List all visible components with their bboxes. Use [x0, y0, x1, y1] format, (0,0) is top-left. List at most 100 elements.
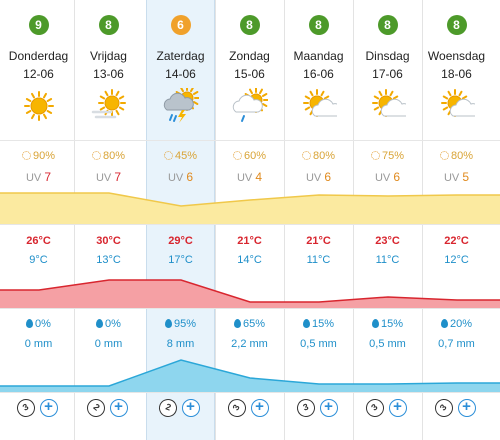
row-divider: [0, 140, 500, 141]
expand-details-button[interactable]: +: [39, 399, 58, 417]
day-date: 13-06: [93, 67, 124, 81]
sunshine-percentage: 80%: [74, 150, 143, 162]
raindrop-icon: [26, 319, 34, 328]
min-temperature: 9°C: [29, 254, 48, 266]
temperature-band-area: [0, 280, 500, 308]
weather-score-badge: 8: [377, 15, 398, 35]
rain-amount: 0,5 mm: [300, 338, 337, 350]
uv-index: UV 6: [374, 170, 401, 184]
max-temperature: 29°C: [168, 235, 193, 247]
rain-band-chart: [0, 359, 500, 392]
sun-cloud-icon: [370, 88, 411, 124]
uv-band-chart: [0, 192, 500, 224]
max-temperature: 30°C: [96, 235, 121, 247]
day-name: Zaterdag: [156, 49, 205, 63]
day-date: 18-06: [441, 67, 472, 81]
sun-cloud-icon: [301, 88, 342, 124]
wind-info: 3 +: [430, 395, 479, 421]
day-name: Zondag: [229, 49, 270, 63]
thunderstorm-icon: [163, 85, 200, 124]
day-date: 14-06: [165, 67, 196, 81]
temperature-band-line: [0, 279, 500, 303]
rain-amount: 2,2 mm: [231, 338, 268, 350]
max-temperature: 21°C: [237, 235, 262, 247]
temperature-band-chart: [0, 279, 500, 308]
day-date: 12-06: [23, 67, 54, 81]
min-temperature: 14°C: [237, 254, 262, 266]
rain-amount: 0 mm: [94, 338, 123, 350]
max-temperature: 26°C: [26, 235, 51, 247]
expand-details-button[interactable]: +: [388, 399, 407, 417]
wind-info: 3 +: [224, 395, 272, 421]
rain-band-area: [0, 360, 500, 392]
sun-small-icon: [21, 151, 31, 160]
rain-chance: 65%: [215, 318, 284, 330]
sun-small-icon: [232, 151, 242, 160]
day-column[interactable]: 8 Woensdag 18-06 80% UV 5 22°C 12°C 20% …: [422, 0, 491, 440]
day-column[interactable]: 9 Donderdag 12-06 90% UV 7 26°C 9°C 0% 0…: [4, 0, 73, 440]
raindrop-icon: [233, 319, 241, 328]
row-divider: [0, 308, 500, 309]
expand-details-button[interactable]: +: [109, 399, 128, 417]
wind-direction-icon: 2: [82, 395, 109, 421]
sunshine-percentage: 60%: [215, 150, 284, 162]
max-temperature: 21°C: [306, 235, 331, 247]
expand-details-button[interactable]: +: [181, 399, 200, 417]
sun-cloud-icon: [439, 88, 480, 124]
sun-small-icon: [163, 151, 173, 160]
rain-chance: 15%: [284, 318, 353, 330]
wind-direction-icon: 3: [224, 395, 249, 421]
min-temperature: 12°C: [444, 254, 469, 266]
weather-score-badge: 8: [308, 15, 329, 35]
raindrop-icon: [164, 319, 172, 328]
day-date: 15-06: [234, 67, 265, 81]
min-temperature: 11°C: [375, 254, 400, 266]
sun-haze-icon: [91, 88, 127, 124]
min-temperature: 17°C: [168, 254, 193, 266]
rain-chance: 0%: [74, 318, 143, 330]
raindrop-icon: [302, 319, 310, 328]
wind-info: 3 +: [13, 395, 61, 421]
wind-info: 3 +: [361, 395, 410, 421]
expand-details-button[interactable]: +: [319, 399, 338, 417]
weather-score-badge: 8: [239, 15, 260, 35]
rain-chance: 95%: [147, 318, 214, 330]
rain-amount: 0,5 mm: [369, 338, 406, 350]
sun-cloud-rain-icon: [232, 87, 269, 124]
day-date: 16-06: [303, 67, 334, 81]
uv-index: UV 6: [167, 170, 194, 184]
wind-info: 2 +: [82, 395, 131, 421]
rain-chance: 20%: [422, 318, 491, 330]
day-name: Vrijdag: [90, 49, 127, 63]
uv-index: UV 7: [95, 170, 122, 184]
rain-amount: 8 mm: [166, 338, 195, 350]
expand-details-button[interactable]: +: [250, 399, 269, 417]
day-column[interactable]: 8 Vrijdag 13-06 80% UV 7 30°C 13°C 0% 0 …: [74, 0, 143, 440]
sunshine-percentage: 90%: [4, 150, 73, 162]
wind-direction-icon: 3: [13, 395, 38, 421]
wind-direction-icon: 2: [155, 396, 180, 420]
sun-small-icon: [91, 151, 101, 160]
row-divider: [0, 224, 500, 225]
uv-index: UV 5: [443, 170, 470, 184]
max-temperature: 22°C: [444, 235, 469, 247]
day-column[interactable]: 8 Zondag 15-06 60% UV 4 21°C 14°C 65% 2,…: [215, 0, 284, 440]
day-date: 17-06: [372, 67, 403, 81]
weather-score-badge: 8: [446, 15, 467, 35]
min-temperature: 13°C: [96, 254, 121, 266]
wind-info: 2 +: [155, 396, 203, 420]
sunshine-percentage: 80%: [422, 150, 491, 162]
sunshine-percentage: 45%: [147, 150, 214, 162]
raindrop-icon: [96, 319, 104, 328]
sun-small-icon: [439, 151, 449, 160]
expand-details-button[interactable]: +: [457, 399, 476, 417]
wind-direction-icon: 3: [430, 395, 457, 421]
day-column[interactable]: 8 Maandag 16-06 80% UV 6 21°C 11°C 15% 0…: [284, 0, 353, 440]
rain-chance: 15%: [353, 318, 422, 330]
wind-direction-icon: 3: [361, 395, 388, 421]
raindrop-icon: [371, 319, 379, 328]
day-name: Donderdag: [8, 49, 69, 63]
day-column[interactable]: 8 Dinsdag 17-06 75% UV 6 23°C 11°C 15% 0…: [353, 0, 422, 440]
day-name: Dinsdag: [365, 49, 410, 63]
